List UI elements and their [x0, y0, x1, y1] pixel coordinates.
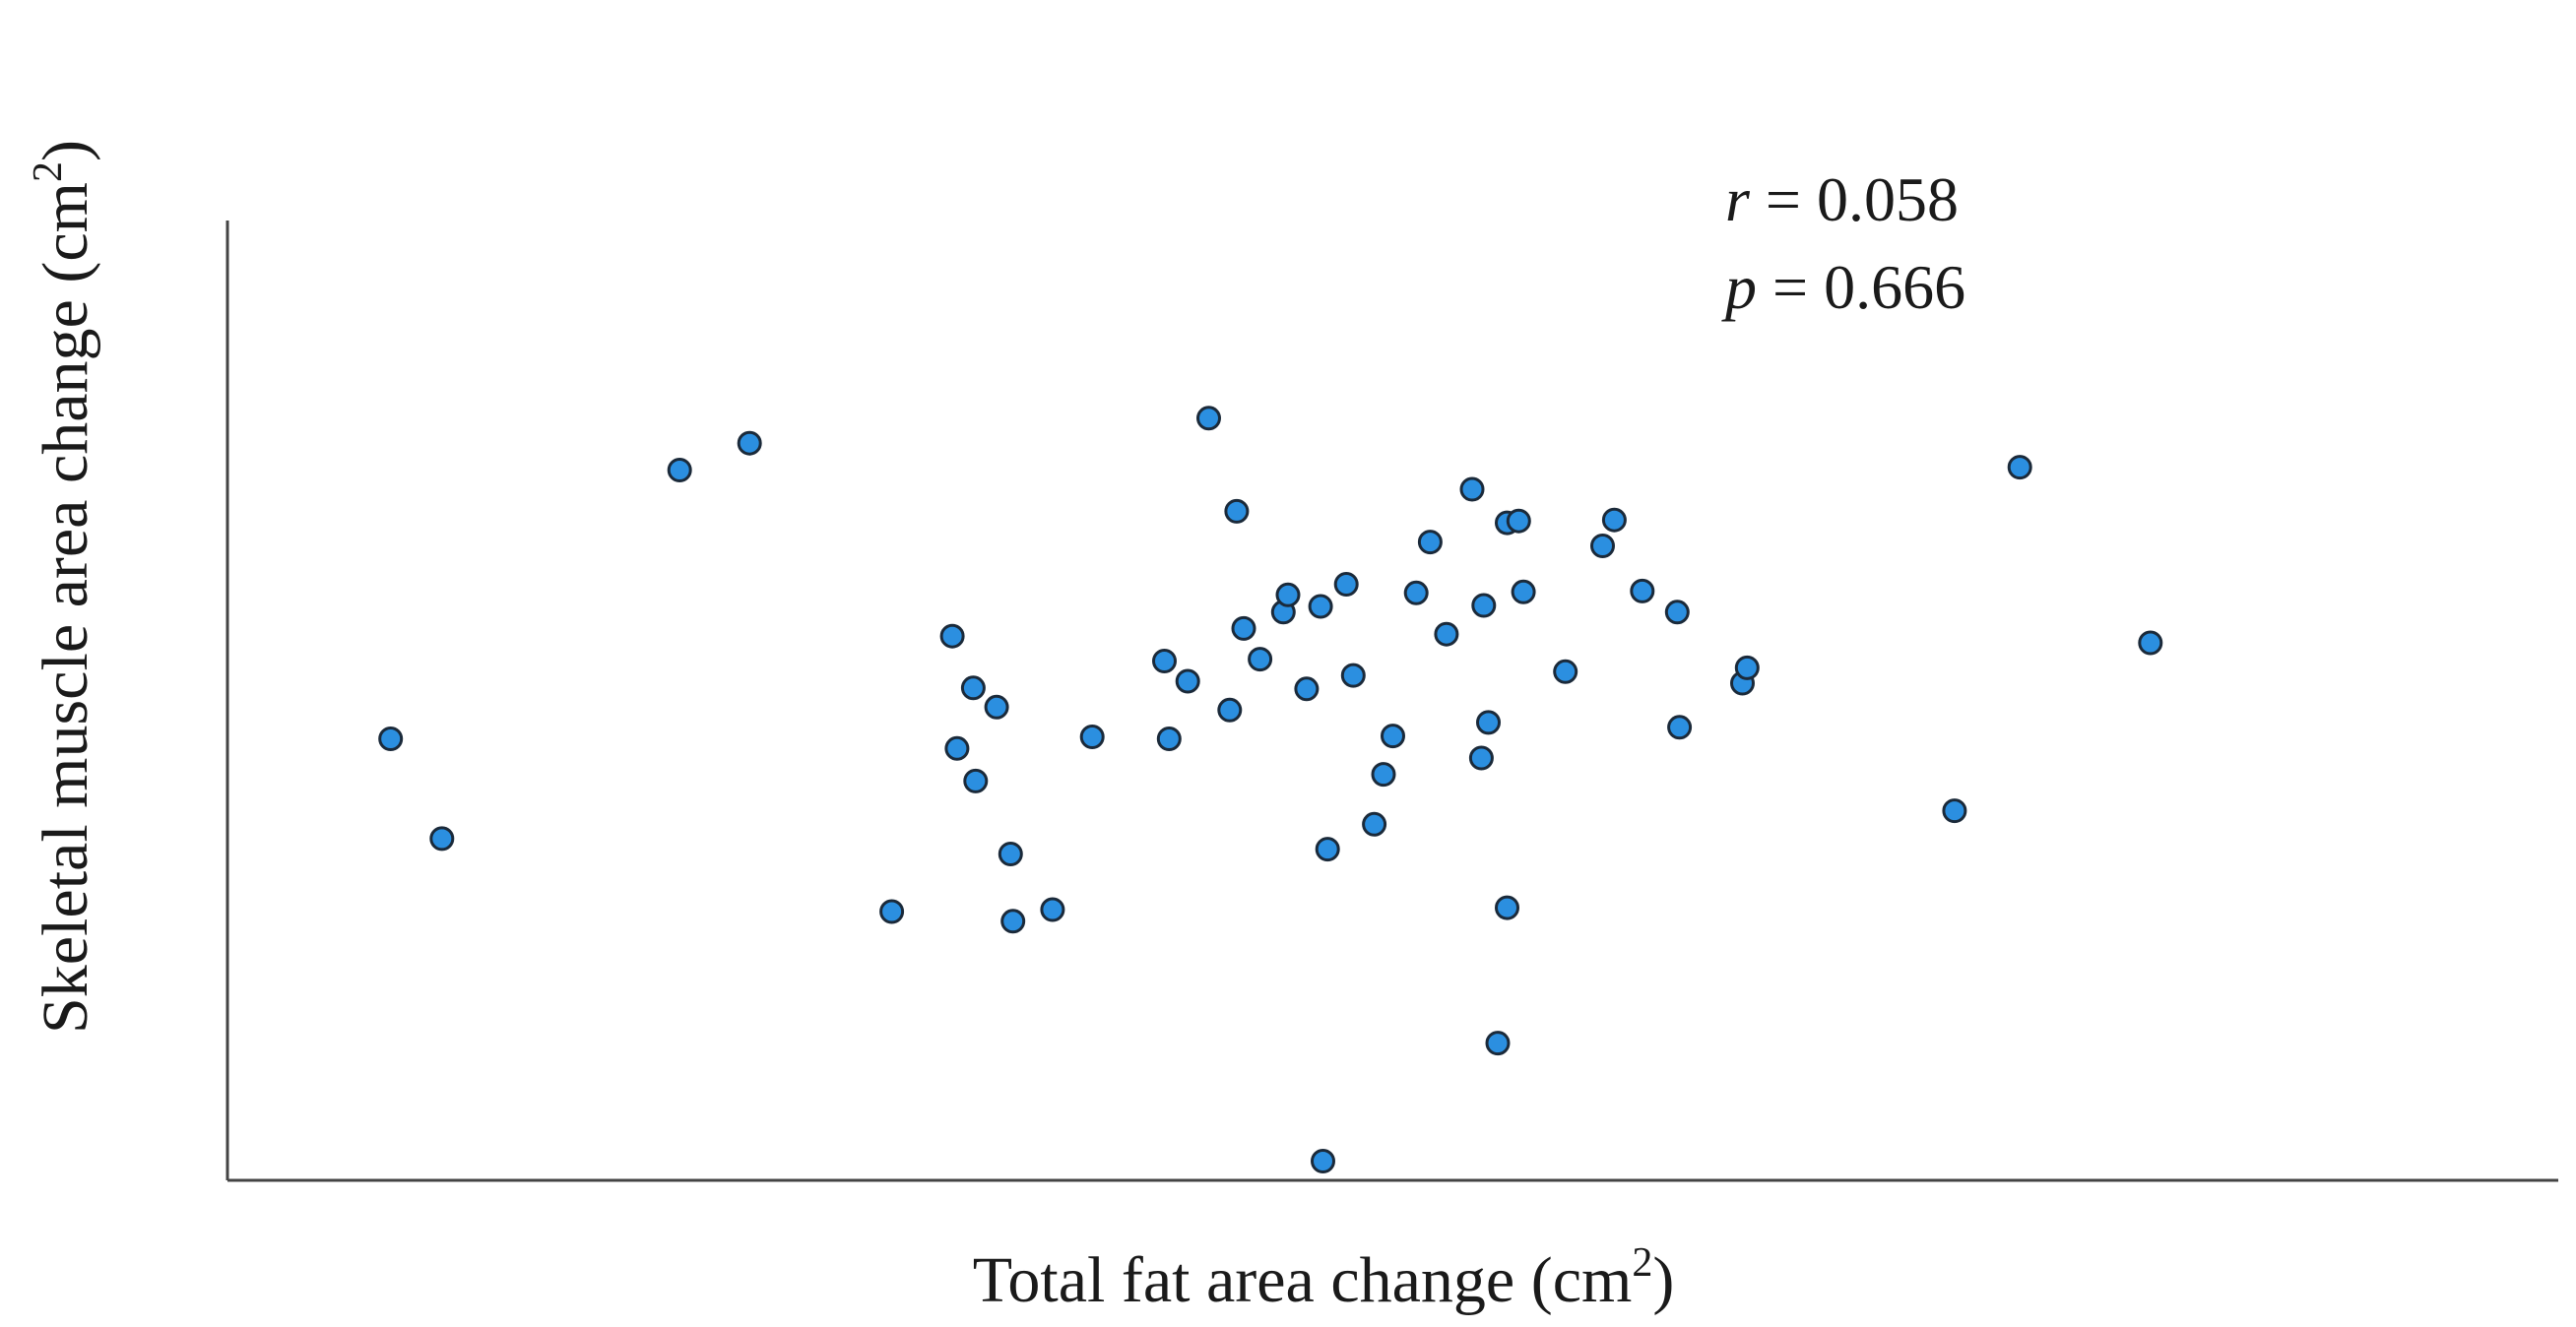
data-point-50 [1664, 600, 1690, 625]
y-axis-label-text: Skeletal muscle area change (cm [30, 182, 101, 1034]
data-point-38 [1468, 745, 1494, 771]
data-point-36 [1434, 621, 1459, 647]
p-annotation: p = 0.666 [1721, 252, 1965, 322]
data-point-46 [1553, 659, 1578, 684]
data-point-55 [2007, 455, 2032, 480]
data-point-10 [984, 694, 1009, 720]
data-point-17 [1175, 668, 1200, 694]
data-point-22 [1248, 647, 1273, 672]
data-point-6 [939, 623, 965, 649]
data-point-33 [1381, 724, 1405, 749]
data-point-18 [1196, 406, 1221, 431]
r-symbol: r [1725, 164, 1751, 234]
data-point-19 [1217, 697, 1243, 723]
data-point-40 [1476, 710, 1501, 735]
x-axis-label-text: Total fat area change (cm [973, 1244, 1633, 1316]
data-point-32 [1371, 762, 1396, 788]
data-point-31 [1362, 811, 1387, 837]
data-point-20 [1224, 498, 1250, 524]
data-point-1 [378, 727, 404, 751]
p-value: = 0.666 [1757, 252, 1965, 322]
data-point-5 [879, 899, 905, 924]
data-point-4 [737, 430, 762, 456]
x-axis-label: Total fat area change (cm2) [973, 1240, 1675, 1316]
data-point-53 [1734, 655, 1760, 680]
data-point-15 [1152, 649, 1177, 673]
data-point-26 [1308, 594, 1333, 619]
x-axis-label-close: ) [1652, 1244, 1674, 1316]
data-point-29 [1333, 572, 1359, 597]
y-axis-label-close: ) [30, 140, 101, 161]
data-point-30 [1340, 663, 1366, 688]
data-point-54 [1942, 798, 1967, 824]
p-symbol: p [1721, 252, 1757, 322]
data-point-56 [2138, 630, 2163, 656]
data-point-45 [1511, 579, 1536, 604]
data-point-44 [1506, 508, 1531, 534]
y-axis-label-sup: 2 [26, 161, 71, 182]
data-point-39 [1471, 593, 1497, 618]
data-point-48 [1601, 507, 1627, 533]
data-point-43 [1495, 895, 1519, 920]
data-point-34 [1403, 580, 1429, 605]
data-point-16 [1156, 727, 1182, 751]
data-point-11 [998, 842, 1023, 866]
data-point-24 [1275, 582, 1301, 607]
data-point-8 [960, 675, 986, 701]
data-point-14 [1079, 725, 1105, 749]
y-axis-label: Skeletal muscle area change (cm2) [26, 140, 101, 1034]
x-axis-label-sup: 2 [1632, 1240, 1652, 1286]
data-point-37 [1459, 476, 1485, 502]
data-point-51 [1667, 715, 1693, 740]
data-point-49 [1630, 578, 1655, 603]
data-point-28 [1311, 1149, 1335, 1173]
r-annotation: r = 0.058 [1725, 164, 1959, 234]
data-point-41 [1485, 1031, 1511, 1056]
data-point-12 [1000, 909, 1026, 934]
data-point-35 [1417, 530, 1443, 555]
data-point-21 [1231, 615, 1256, 641]
data-point-9 [963, 768, 989, 793]
data-point-27 [1315, 837, 1340, 862]
data-point-25 [1294, 676, 1320, 702]
data-point-13 [1040, 897, 1065, 922]
r-value: = 0.058 [1750, 164, 1959, 234]
data-point-7 [944, 735, 970, 761]
data-points [378, 406, 2163, 1173]
data-point-3 [667, 458, 692, 482]
data-point-2 [429, 826, 455, 852]
data-point-47 [1590, 534, 1615, 558]
